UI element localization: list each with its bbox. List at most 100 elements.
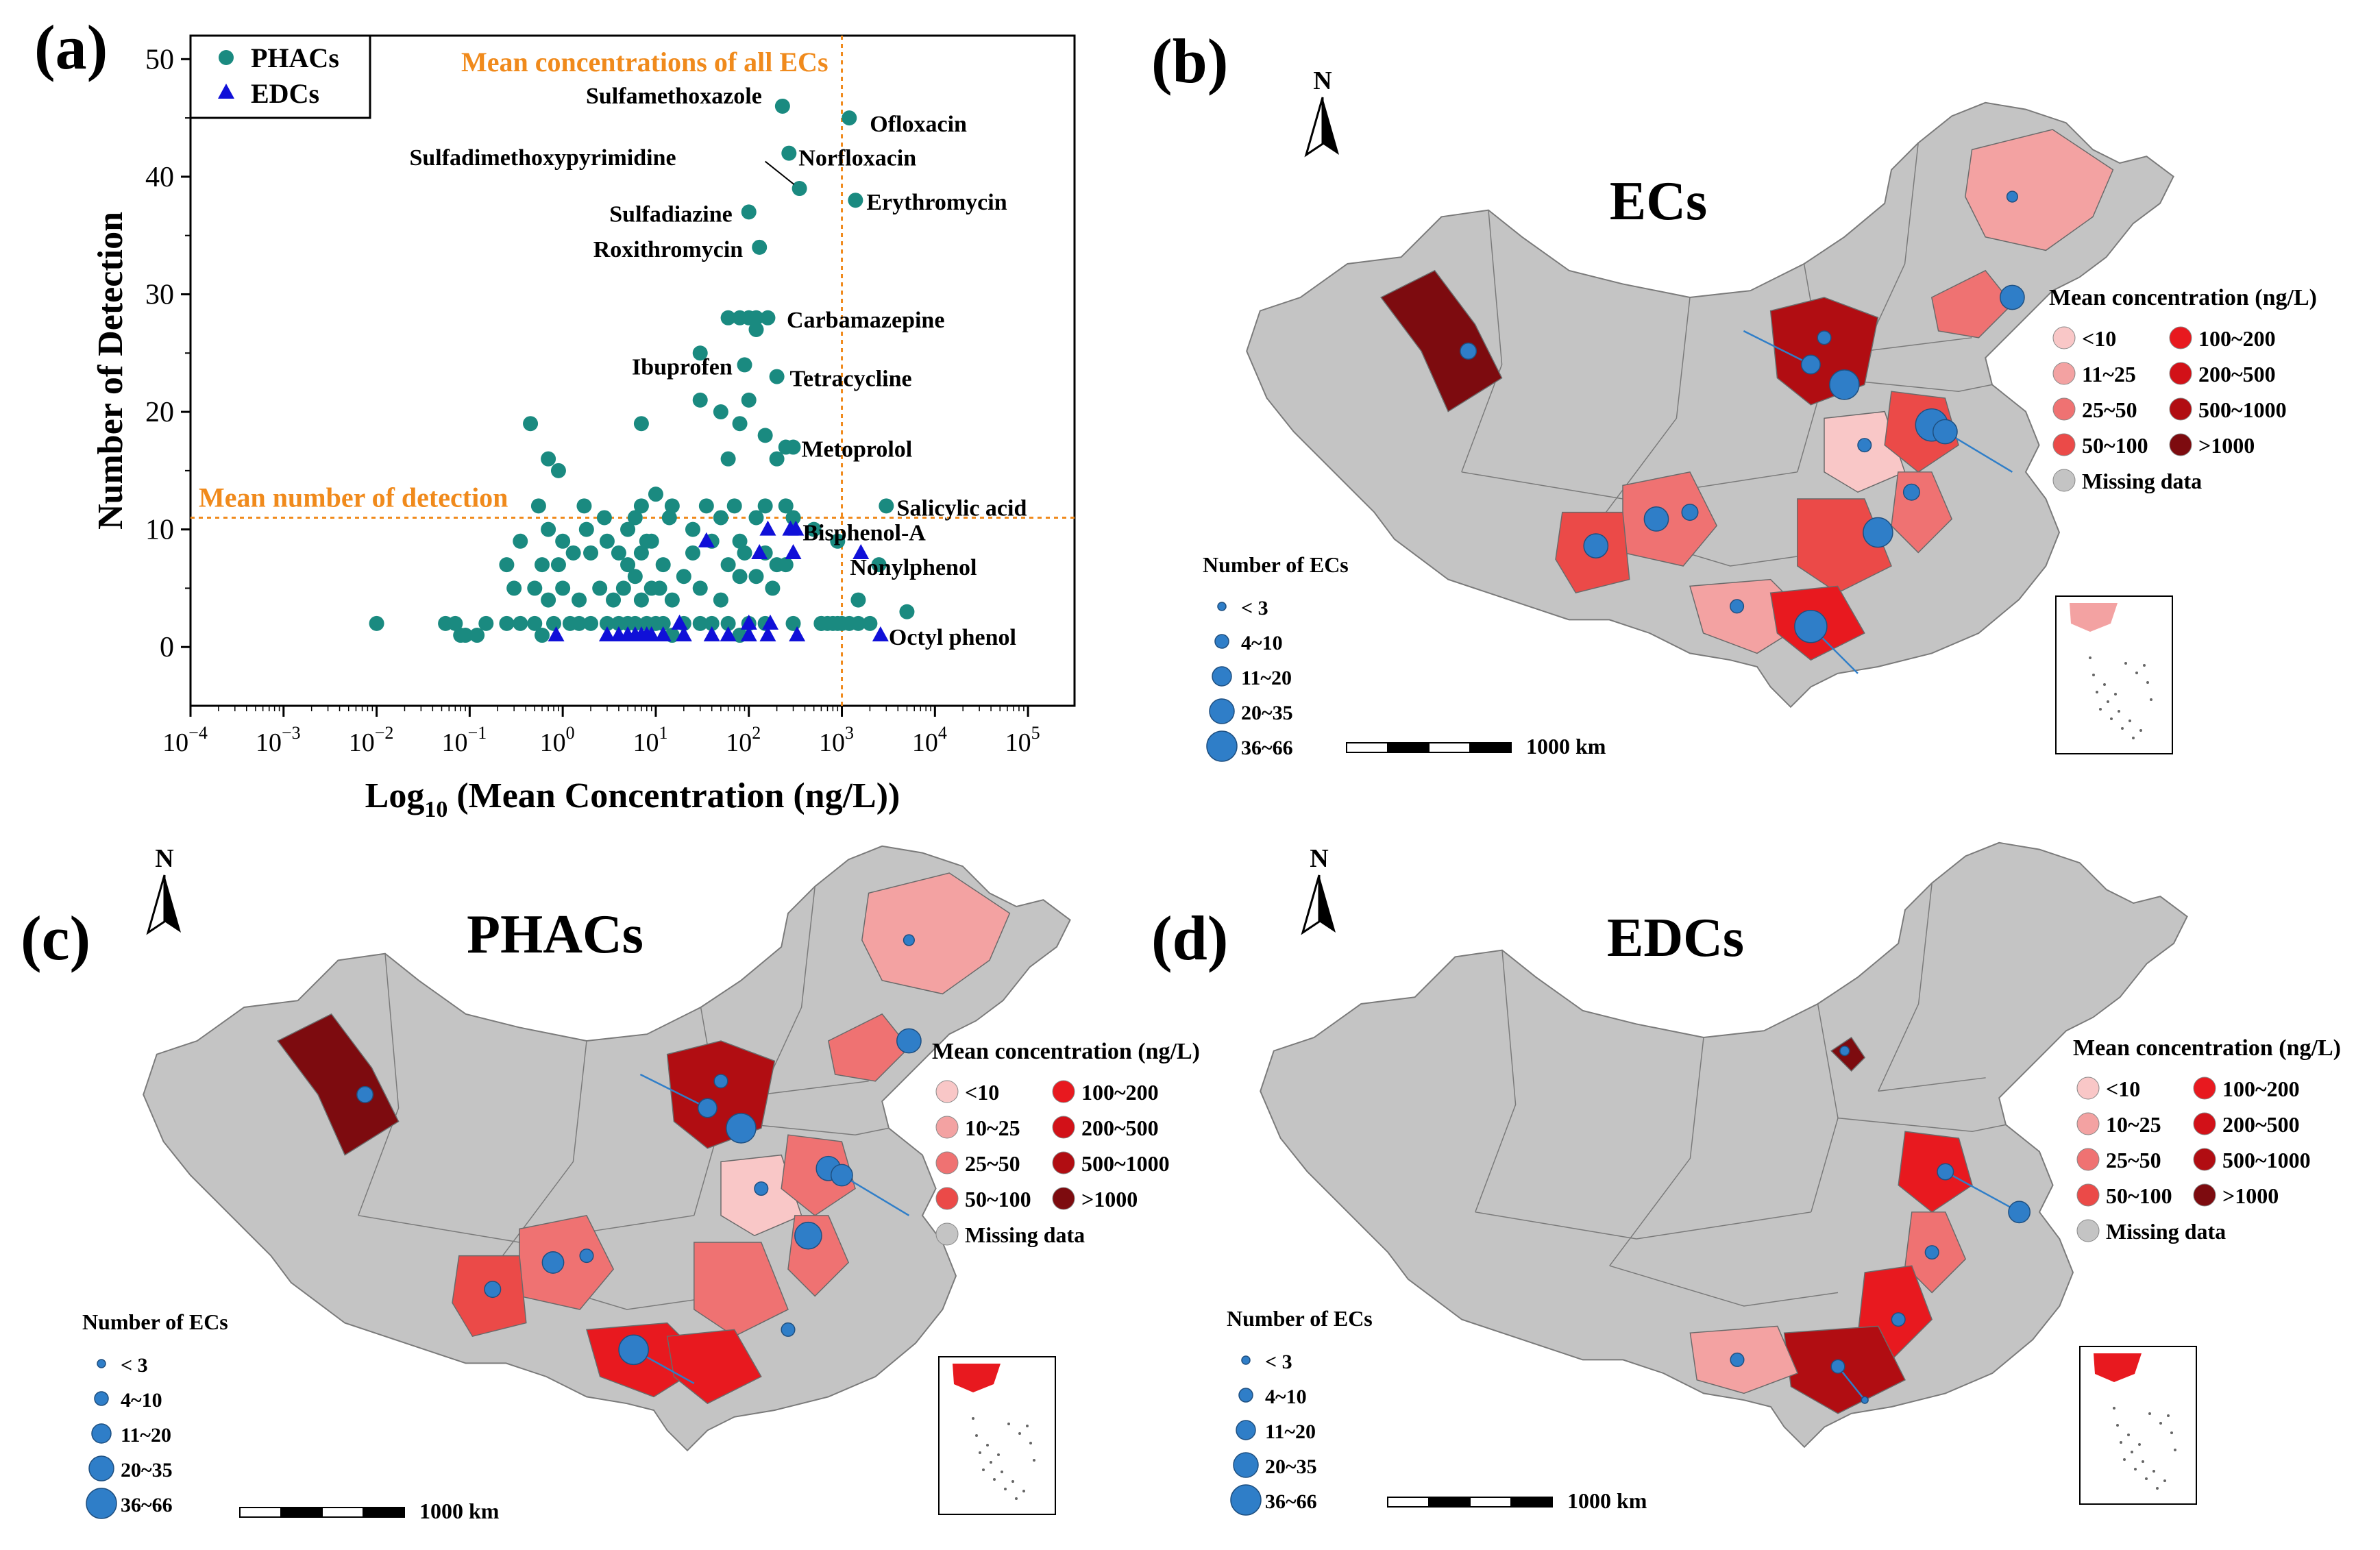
legend-color-label: <10 (2106, 1077, 2140, 1101)
ec-count-bubble (896, 1028, 922, 1054)
phacs-point (741, 204, 757, 220)
phacs-point (530, 498, 546, 514)
x-tick-label: 100 (540, 723, 575, 757)
inset-island (2167, 1414, 2170, 1417)
phacs-point (599, 533, 615, 549)
legend-missing-label: Missing data (2082, 469, 2202, 493)
legend-size-swatch (1230, 1484, 1262, 1516)
ec-count-bubble (1730, 599, 1745, 614)
edcs-point (643, 626, 660, 642)
legend-color-title: Mean concentration (ng/L) (932, 1039, 1200, 1064)
ec-count-bubble (2000, 284, 2025, 310)
phacs-point (850, 615, 866, 631)
inset-island (1022, 1490, 1025, 1492)
inset-island (2135, 672, 2138, 674)
legend-size-swatch (1238, 1388, 1253, 1403)
legend-color-swatch (2052, 326, 2076, 349)
legend-size-swatch (1241, 1355, 1251, 1365)
legend: PHACs EDCs (189, 34, 371, 119)
annotation-label: Erythromycin (866, 190, 1007, 215)
phacs-point (778, 557, 794, 573)
legend-color-swatch (2193, 1112, 2216, 1135)
phacs-point (676, 569, 691, 585)
phacs-point (685, 521, 700, 537)
legend-color-swatch (1052, 1151, 1075, 1174)
legend-color-label: 25~50 (2106, 1148, 2161, 1172)
legend-color-swatch (2052, 362, 2076, 385)
province-region (1930, 269, 2013, 339)
legend-color-label: 10~25 (2106, 1112, 2161, 1137)
phacs-point (541, 592, 556, 608)
scale-bar-segment (321, 1507, 364, 1518)
inset-island (2150, 698, 2152, 701)
north-arrow-icon (1323, 97, 1339, 155)
phacs-point (627, 569, 643, 585)
inset-island (2143, 664, 2146, 667)
edcs-point (782, 520, 799, 536)
legend-size-swatch (1236, 1420, 1256, 1440)
annotation-label: Sulfadiazine (609, 201, 732, 227)
phacs-point (785, 510, 801, 526)
legend-color-label: >1000 (1081, 1187, 1138, 1211)
ec-count-bubble (1794, 609, 1828, 643)
phacs-point (555, 533, 571, 549)
legend-size-label: 11~20 (121, 1424, 171, 1447)
ec-count-bubble (713, 1074, 728, 1089)
phacs-point (720, 557, 736, 573)
china-map (143, 845, 1071, 1451)
ec-count-bubble (579, 1248, 594, 1264)
inset-island (2142, 1460, 2144, 1463)
legend-color-swatch (935, 1080, 959, 1103)
y-tick-label: 50 (145, 44, 174, 75)
province-boundary (1864, 337, 1972, 352)
phacs-point (545, 615, 561, 631)
ec-count-bubble (1924, 1245, 1939, 1260)
ec-count-bubble (2006, 190, 2018, 203)
inset-island (2134, 1468, 2137, 1471)
x-axis-label: Log10 (Mean Concentration (ng/L)) (365, 776, 900, 822)
legend-size-label: 20~35 (1265, 1455, 1317, 1478)
phacs-point (447, 615, 463, 631)
phacs-point (692, 345, 708, 361)
ec-count-bubble (1891, 1312, 1906, 1327)
legend-size-label: 20~35 (121, 1459, 173, 1481)
north-arrow-icon (164, 875, 181, 933)
annotation-label: Tetracycline (789, 367, 911, 392)
inset-island (982, 1468, 985, 1471)
phacs-point (627, 615, 643, 631)
province-region (1965, 129, 2114, 251)
panel-b-map: (b) ECs N Mean concentration (ng/L) <10 11~2… (1151, 26, 2317, 762)
phacs-point (527, 615, 543, 631)
inset-island (1018, 1432, 1021, 1435)
ec-count-bubble (541, 1251, 565, 1274)
scale-bar-segment (280, 1507, 323, 1518)
phacs-point (550, 557, 566, 573)
legend-missing-swatch (2076, 1219, 2100, 1242)
y-tick-label: 30 (145, 279, 174, 310)
phacs-point (737, 545, 752, 561)
legend-phacs-label: PHACs (251, 42, 339, 73)
inset-island (986, 1444, 989, 1447)
phacs-point (513, 533, 528, 549)
phacs-point (633, 498, 649, 514)
north-arrow-icon (1304, 97, 1324, 158)
map-title: EDCs (1607, 908, 1744, 968)
inset-island (2113, 1407, 2115, 1410)
phacs-point (643, 533, 659, 549)
legend-edcs-label: EDCs (251, 78, 319, 109)
legend-color-label: 100~200 (1081, 1080, 1159, 1105)
phacs-point (704, 615, 720, 631)
inset-island (975, 1434, 978, 1437)
ec-count-bubble (2008, 1201, 2031, 1224)
phacs-point (513, 615, 528, 631)
phacs-point (720, 310, 736, 325)
inset-island (2174, 1449, 2176, 1451)
map-phacs: PHACs N Mean concentration (ng/L) <10 10~25 2… (82, 844, 1200, 1523)
phacs-point (620, 557, 636, 573)
north-arrow-icon (146, 874, 166, 935)
ec-count-bubble (1460, 342, 1477, 360)
y-axis-label: Number of Detection (91, 212, 130, 530)
plot-frame (189, 34, 1076, 707)
scale-bar-label: 1000 km (1526, 734, 1606, 759)
phacs-point (726, 498, 742, 514)
